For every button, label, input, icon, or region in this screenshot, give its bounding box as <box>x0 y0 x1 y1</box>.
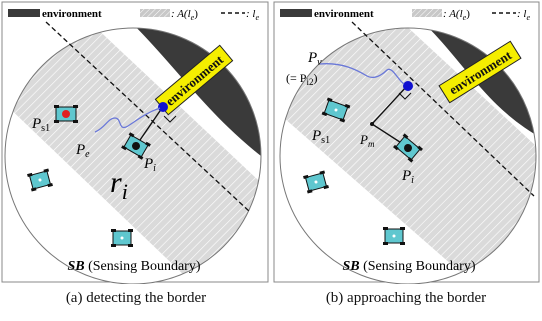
caption-b: (b) approaching the border <box>325 290 487 306</box>
robot-left <box>303 170 329 194</box>
legend-environment-label: environment <box>42 8 102 20</box>
panel-a: environment : A(le) : le environment <box>1 1 269 284</box>
pm-point <box>370 122 374 126</box>
robot-pi <box>393 133 423 163</box>
legend-area-label: : A(le) <box>171 8 198 22</box>
label-ps1: Ps1 <box>311 128 330 146</box>
label-pi: Pi <box>143 156 156 174</box>
sensing-boundary-label: SB (Sensing Boundary) <box>342 259 475 274</box>
legend-line-label: : le <box>517 8 530 22</box>
label-ri: ri <box>110 166 128 204</box>
pe-pointer-curve <box>94 107 161 133</box>
hatched-band <box>5 28 261 284</box>
label-pi: Pi <box>401 168 414 186</box>
perpendicular-line <box>139 107 163 141</box>
legend-area-label: : A(le) <box>443 8 470 22</box>
legend-environment-swatch <box>8 9 40 17</box>
virtual-point-node <box>403 81 413 91</box>
right-angle-marker <box>398 92 412 100</box>
robot-pi <box>121 132 151 160</box>
legend-line-label: : le <box>246 8 259 22</box>
right-angle-marker <box>163 115 177 123</box>
legend-area-swatch <box>140 9 170 17</box>
robot-ps1 <box>54 105 78 123</box>
label-pv: Pv <box>307 50 322 68</box>
legend-area-swatch <box>412 9 442 17</box>
robot-bottom <box>383 227 405 245</box>
robot-ps1 <box>321 97 351 123</box>
legend-environment-swatch <box>280 9 312 17</box>
caption-a: (a) detecting the border <box>65 290 207 306</box>
perpendicular-line <box>371 85 408 125</box>
label-pe: Pe <box>75 142 90 160</box>
sensing-boundary-circle <box>279 27 537 284</box>
robot-bottom <box>111 229 133 247</box>
robot-left <box>27 168 53 192</box>
label-pm: Pm <box>359 132 375 149</box>
label-ps1: Ps1 <box>31 116 50 134</box>
panel-b: environment : A(le) : le environment <box>273 1 540 284</box>
dashed-line-le <box>45 21 251 213</box>
border-point-node <box>158 102 168 112</box>
dashed-line-le <box>351 21 535 197</box>
label-pv-equals-pi2: (= Pi2) <box>286 71 317 87</box>
legend: environment : A(le) : le <box>280 8 530 22</box>
hatched-band <box>280 28 536 284</box>
sensing-boundary-circle <box>4 27 262 284</box>
legend: environment : A(le) : le <box>8 8 259 22</box>
pv-pointer-curve <box>319 63 405 85</box>
legend-environment-label: environment <box>314 8 374 20</box>
sensing-boundary-label: SB (Sensing Boundary) <box>67 259 200 274</box>
